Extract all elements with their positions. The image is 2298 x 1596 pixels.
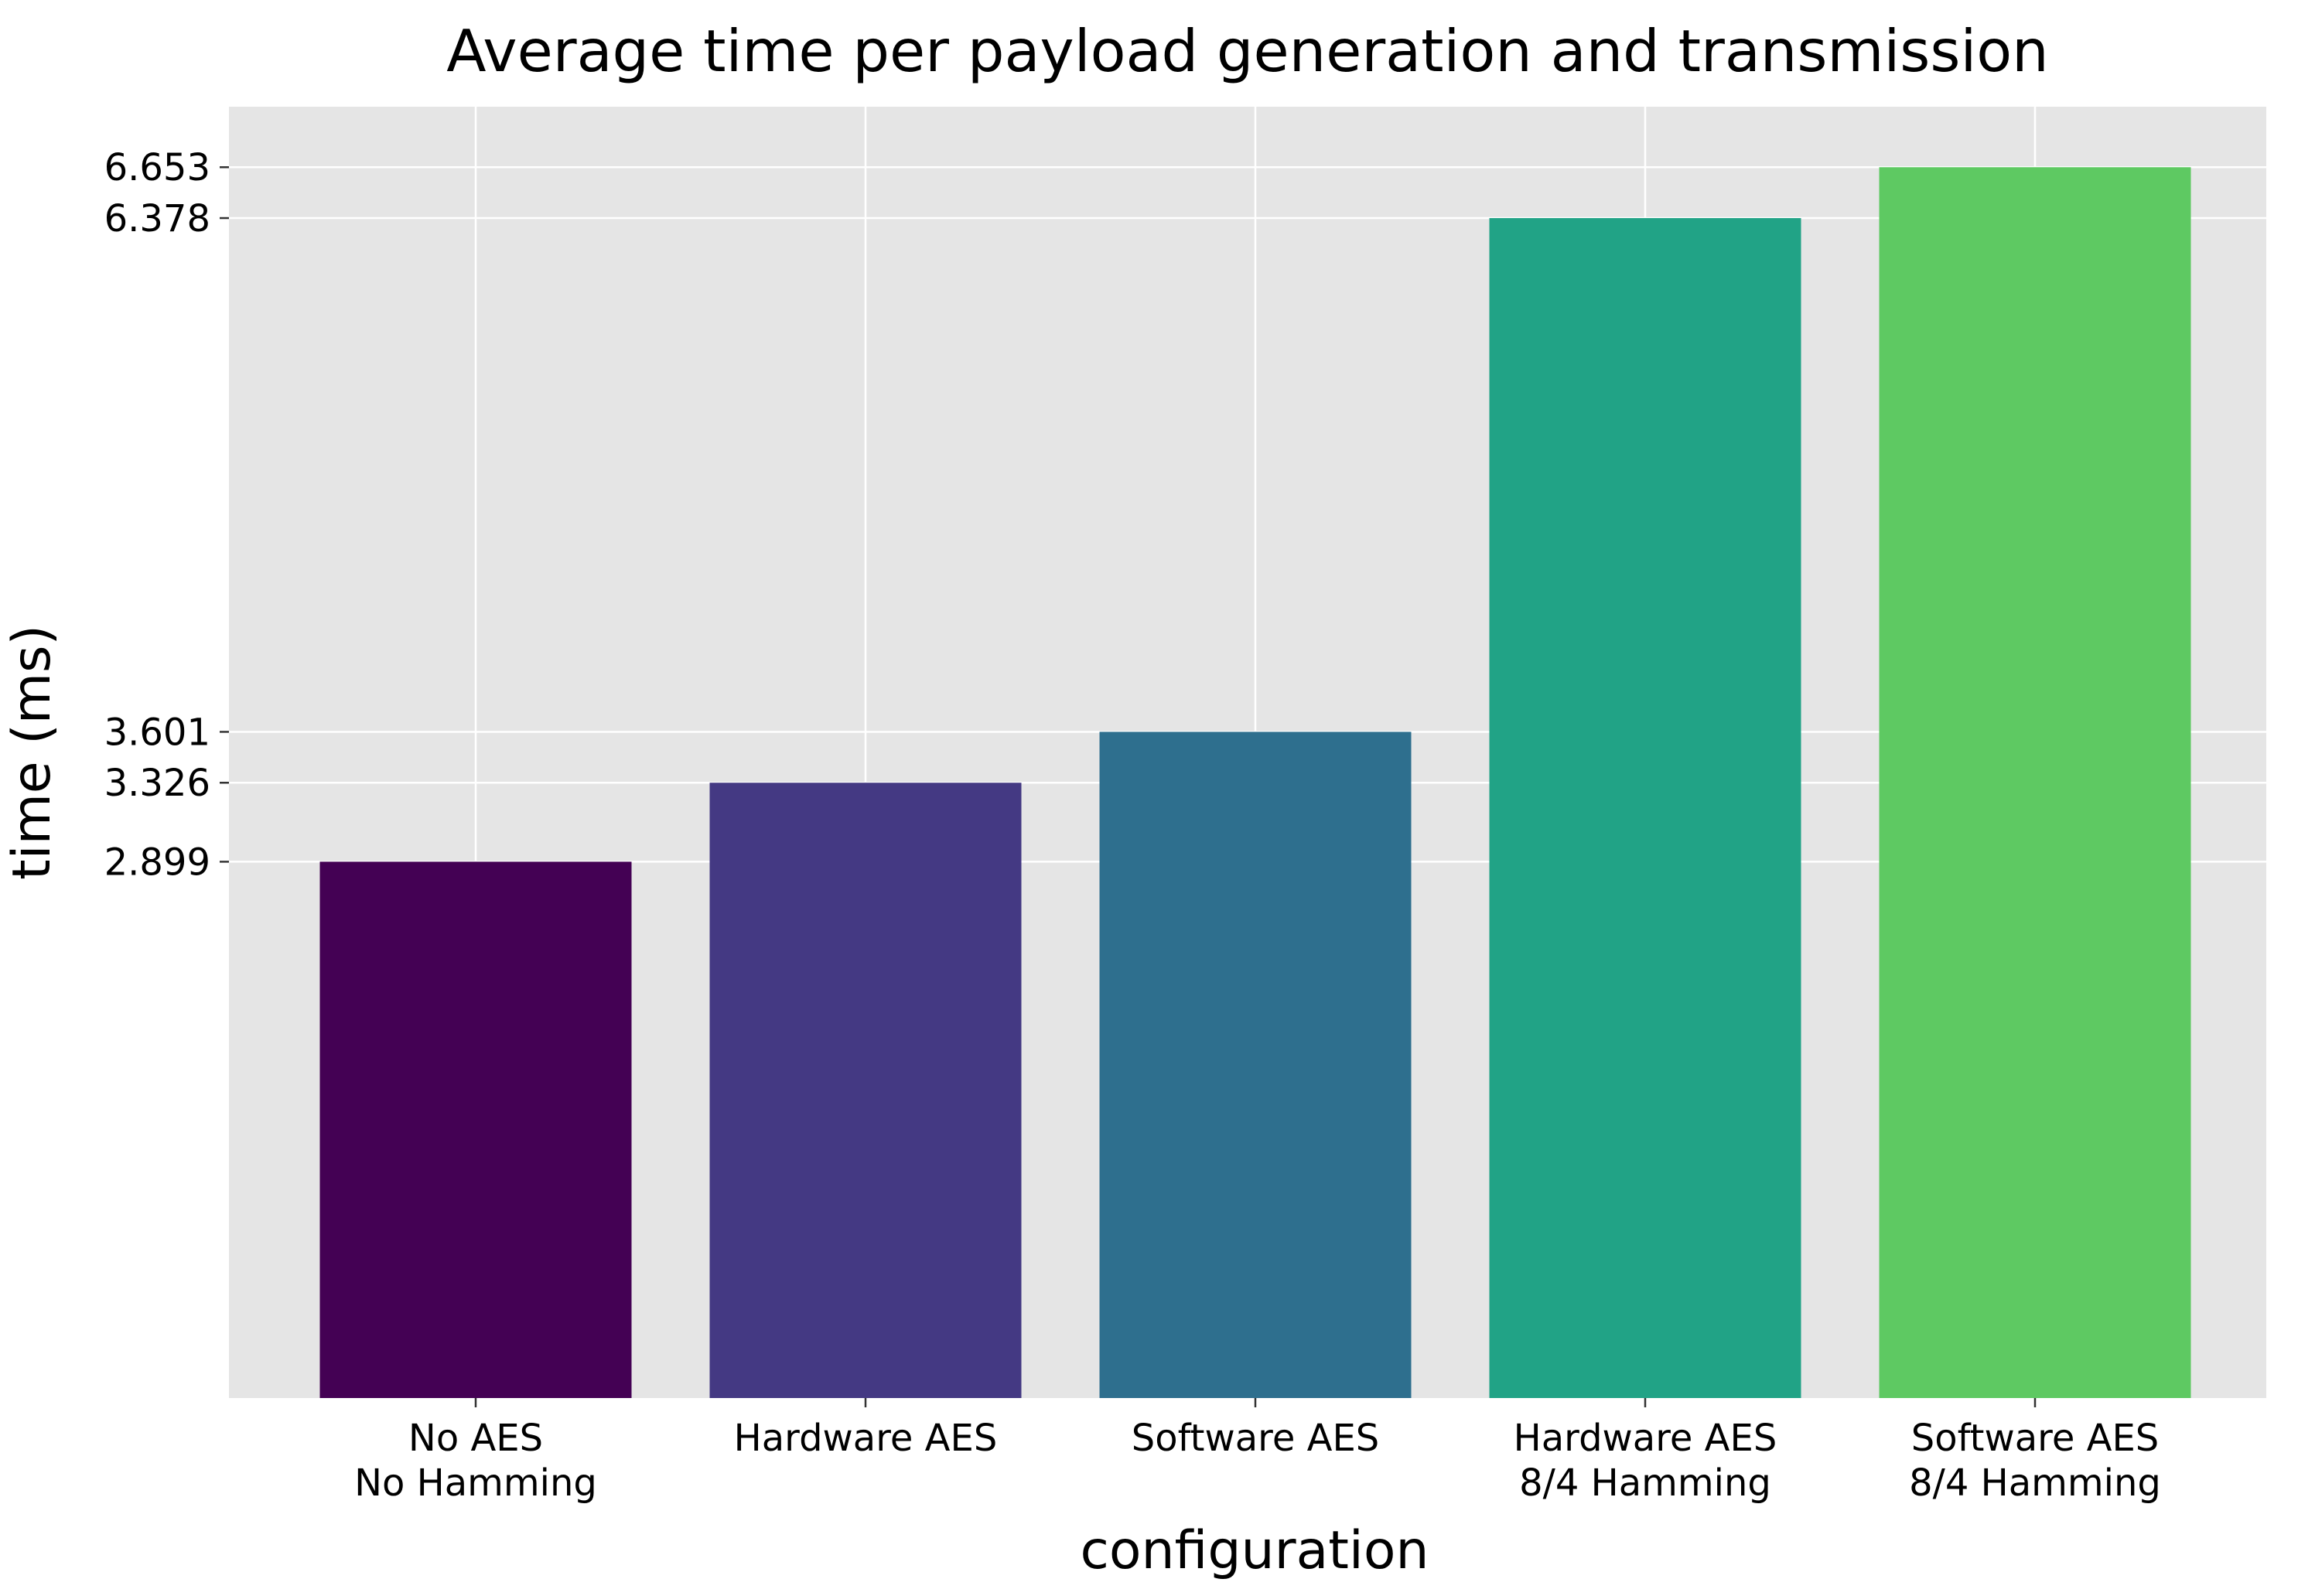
bar [319, 861, 632, 1398]
x-tick-label: 8/4 Hamming [1909, 1461, 2161, 1505]
bars [319, 167, 2191, 1399]
x-tick-label: Software AES [1132, 1417, 1379, 1460]
y-axis-label: time (ms) [2, 625, 63, 880]
y-tick-label: 2.899 [104, 841, 210, 884]
y-tick-label: 3.326 [104, 762, 210, 805]
x-tick-label: No Hamming [354, 1461, 597, 1505]
x-tick-label: Software AES [1911, 1417, 2159, 1460]
bar [1099, 732, 1412, 1398]
bar [1879, 167, 2191, 1399]
x-tick-label: Hardware AES [734, 1417, 998, 1460]
bar [709, 783, 1022, 1398]
x-axis-label: configuration [1080, 1520, 1429, 1581]
y-tick-label: 6.653 [104, 146, 210, 189]
chart-title: Average time per payload generation and … [446, 17, 2048, 85]
bar [1489, 218, 1801, 1399]
y-tick-label: 6.378 [104, 197, 210, 240]
x-tick-label: Hardware AES [1514, 1417, 1777, 1460]
x-tick-label: No AES [408, 1417, 543, 1460]
y-tick-label: 3.601 [104, 711, 210, 754]
y-ticks: 2.899 3.326 3.601 6.378 6.653 [104, 146, 229, 884]
x-tick-label: 8/4 Hamming [1519, 1461, 1771, 1505]
